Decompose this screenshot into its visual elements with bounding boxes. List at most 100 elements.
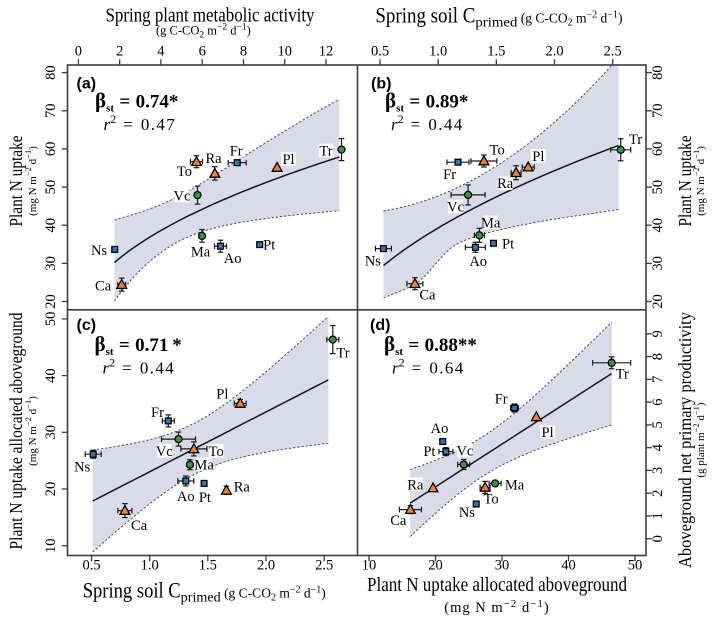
svg-text:2: 2 bbox=[116, 43, 123, 59]
svg-text:r2 = 0.44: r2 = 0.44 bbox=[103, 356, 176, 378]
svg-text:80: 80 bbox=[43, 65, 59, 80]
svg-text:60: 60 bbox=[43, 142, 59, 157]
svg-text:Pt: Pt bbox=[502, 236, 514, 252]
svg-text:Ca: Ca bbox=[131, 518, 148, 534]
svg-text:(mg N m−2 d−1): (mg N m−2 d−1) bbox=[23, 396, 39, 466]
svg-text:βst = 0.71 *: βst = 0.71 * bbox=[95, 332, 182, 358]
svg-text:9: 9 bbox=[650, 330, 666, 337]
svg-text:12: 12 bbox=[319, 43, 334, 59]
svg-text:10: 10 bbox=[43, 538, 59, 553]
svg-text:Pl: Pl bbox=[532, 149, 544, 165]
svg-text:70: 70 bbox=[43, 104, 59, 119]
svg-text:10: 10 bbox=[362, 558, 377, 574]
svg-text:βst = 0.88**: βst = 0.88** bbox=[384, 332, 477, 358]
svg-text:20: 20 bbox=[650, 294, 666, 309]
svg-text:Pl: Pl bbox=[542, 425, 554, 441]
svg-text:30: 30 bbox=[43, 425, 59, 440]
svg-text:Pt: Pt bbox=[263, 238, 275, 254]
svg-text:Pt: Pt bbox=[423, 444, 435, 460]
svg-text:Ao: Ao bbox=[469, 254, 487, 270]
svg-text:Vc: Vc bbox=[156, 444, 173, 460]
svg-text:2.0: 2.0 bbox=[257, 558, 275, 574]
svg-text:2.0: 2.0 bbox=[545, 43, 563, 59]
svg-text:Ao: Ao bbox=[177, 489, 195, 505]
svg-text:2.5: 2.5 bbox=[315, 558, 333, 574]
svg-text:20: 20 bbox=[43, 294, 59, 309]
svg-text:To: To bbox=[484, 491, 499, 507]
svg-text:(d): (d) bbox=[370, 317, 390, 334]
svg-text:Ra: Ra bbox=[407, 477, 424, 493]
svg-text:Pl: Pl bbox=[216, 386, 228, 402]
svg-text:(mg N m−2 d−1): (mg N m−2 d−1) bbox=[444, 598, 550, 616]
svg-text:0.5: 0.5 bbox=[82, 558, 100, 574]
svg-text:Tr: Tr bbox=[629, 132, 642, 148]
svg-text:Tr: Tr bbox=[336, 346, 349, 362]
svg-text:(mg N m−2 d−1): (mg N m−2 d−1) bbox=[23, 146, 39, 216]
svg-text:Ns: Ns bbox=[74, 459, 90, 475]
svg-text:40: 40 bbox=[43, 218, 59, 233]
svg-text:6: 6 bbox=[199, 43, 206, 59]
svg-text:10: 10 bbox=[277, 43, 292, 59]
svg-text:50: 50 bbox=[43, 312, 59, 327]
svg-text:Ra: Ra bbox=[234, 480, 251, 496]
svg-text:Ao: Ao bbox=[431, 421, 449, 437]
svg-text:Ma: Ma bbox=[505, 478, 525, 494]
svg-text:Fr: Fr bbox=[151, 405, 164, 421]
svg-text:Ns: Ns bbox=[459, 505, 475, 521]
svg-text:7: 7 bbox=[650, 376, 666, 383]
svg-text:30: 30 bbox=[495, 558, 510, 574]
svg-text:Aboveground net primary produc: Aboveground net primary productivity bbox=[675, 312, 695, 568]
svg-text:Ma: Ma bbox=[191, 245, 211, 261]
svg-text:Ma: Ma bbox=[481, 215, 501, 231]
svg-text:Plant N uptake: Plant N uptake bbox=[6, 135, 26, 226]
svg-text:Pt: Pt bbox=[199, 490, 211, 506]
svg-text:Tr: Tr bbox=[616, 367, 629, 383]
svg-text:Plant N uptake allocated above: Plant N uptake allocated aboveground bbox=[6, 313, 26, 550]
svg-text:5: 5 bbox=[650, 421, 666, 428]
svg-text:To: To bbox=[209, 444, 224, 460]
svg-text:Spring soil Cprimed (g C-CO2 m: Spring soil Cprimed (g C-CO2 m−2 d−1) bbox=[375, 3, 622, 31]
svg-text:1.5: 1.5 bbox=[487, 43, 505, 59]
svg-text:To: To bbox=[490, 143, 505, 159]
svg-text:Spring soil Cprimed (g C-CO2 m: Spring soil Cprimed (g C-CO2 m−2 d−1) bbox=[83, 578, 326, 606]
svg-text:Fr: Fr bbox=[230, 144, 243, 160]
svg-text:Ma: Ma bbox=[194, 457, 214, 473]
svg-text:Vc: Vc bbox=[174, 189, 191, 205]
svg-text:80: 80 bbox=[650, 65, 666, 80]
svg-text:(c): (c) bbox=[77, 317, 97, 334]
svg-text:40: 40 bbox=[43, 368, 59, 383]
svg-text:Ao: Ao bbox=[224, 251, 242, 267]
svg-text:Ca: Ca bbox=[419, 288, 436, 304]
svg-text:βst = 0.74*: βst = 0.74* bbox=[95, 89, 178, 115]
svg-text:To: To bbox=[177, 164, 192, 180]
svg-text:Ns: Ns bbox=[365, 254, 381, 270]
svg-text:Vc: Vc bbox=[447, 200, 464, 216]
svg-text:4: 4 bbox=[650, 443, 666, 451]
svg-text:(b): (b) bbox=[371, 76, 391, 93]
svg-text:Fr: Fr bbox=[495, 391, 508, 407]
svg-text:40: 40 bbox=[650, 218, 666, 233]
svg-text:30: 30 bbox=[43, 256, 59, 271]
svg-text:60: 60 bbox=[650, 142, 666, 157]
svg-text:2.5: 2.5 bbox=[604, 43, 622, 59]
svg-text:0: 0 bbox=[650, 535, 666, 542]
svg-text:Tr: Tr bbox=[319, 144, 332, 160]
svg-text:Plant N uptake: Plant N uptake bbox=[675, 135, 695, 226]
svg-text:1.0: 1.0 bbox=[141, 558, 159, 574]
svg-text:20: 20 bbox=[43, 482, 59, 497]
svg-text:Vc: Vc bbox=[456, 443, 473, 459]
svg-text:(g plant m−2 d−1): (g plant m−2 d−1) bbox=[691, 402, 707, 478]
svg-text:(g C-CO2 m−2 d−1): (g C-CO2 m−2 d−1) bbox=[156, 23, 251, 41]
svg-text:Ca: Ca bbox=[390, 513, 407, 529]
svg-text:βst = 0.89*: βst = 0.89* bbox=[385, 89, 468, 115]
svg-text:Ns: Ns bbox=[91, 243, 107, 259]
svg-text:2: 2 bbox=[650, 490, 666, 497]
svg-text:4: 4 bbox=[157, 43, 165, 59]
svg-text:Ra: Ra bbox=[497, 176, 514, 192]
svg-text:Ra: Ra bbox=[205, 151, 222, 167]
svg-text:0: 0 bbox=[75, 43, 82, 59]
svg-text:(a): (a) bbox=[77, 76, 97, 93]
svg-text:r2 = 0.47: r2 = 0.47 bbox=[104, 112, 177, 134]
svg-text:50: 50 bbox=[43, 180, 59, 195]
svg-text:30: 30 bbox=[650, 256, 666, 271]
